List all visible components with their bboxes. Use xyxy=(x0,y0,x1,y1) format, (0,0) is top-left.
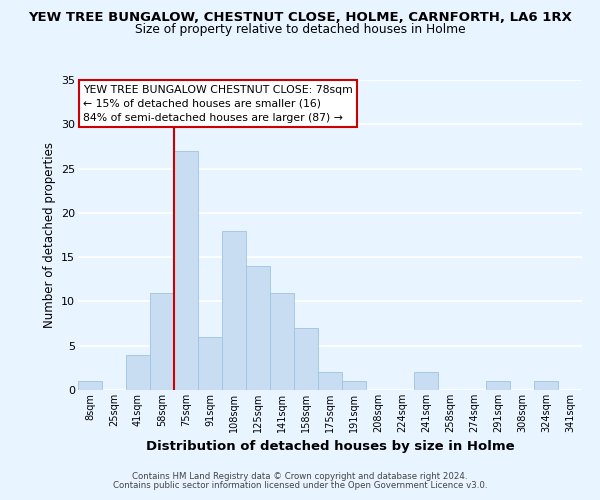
Bar xyxy=(318,372,342,390)
Bar xyxy=(414,372,438,390)
Bar xyxy=(294,328,318,390)
Bar xyxy=(174,151,198,390)
Bar xyxy=(198,337,222,390)
Bar xyxy=(246,266,270,390)
Bar xyxy=(126,354,150,390)
Text: Contains HM Land Registry data © Crown copyright and database right 2024.: Contains HM Land Registry data © Crown c… xyxy=(132,472,468,481)
X-axis label: Distribution of detached houses by size in Holme: Distribution of detached houses by size … xyxy=(146,440,514,454)
Bar xyxy=(78,381,102,390)
Bar xyxy=(342,381,366,390)
Bar xyxy=(486,381,510,390)
Text: YEW TREE BUNGALOW, CHESTNUT CLOSE, HOLME, CARNFORTH, LA6 1RX: YEW TREE BUNGALOW, CHESTNUT CLOSE, HOLME… xyxy=(28,11,572,24)
Bar xyxy=(534,381,558,390)
Bar xyxy=(222,230,246,390)
Bar xyxy=(150,292,174,390)
Text: YEW TREE BUNGALOW CHESTNUT CLOSE: 78sqm
← 15% of detached houses are smaller (16: YEW TREE BUNGALOW CHESTNUT CLOSE: 78sqm … xyxy=(83,84,353,122)
Text: Size of property relative to detached houses in Holme: Size of property relative to detached ho… xyxy=(134,22,466,36)
Bar xyxy=(270,292,294,390)
Y-axis label: Number of detached properties: Number of detached properties xyxy=(43,142,56,328)
Text: Contains public sector information licensed under the Open Government Licence v3: Contains public sector information licen… xyxy=(113,481,487,490)
